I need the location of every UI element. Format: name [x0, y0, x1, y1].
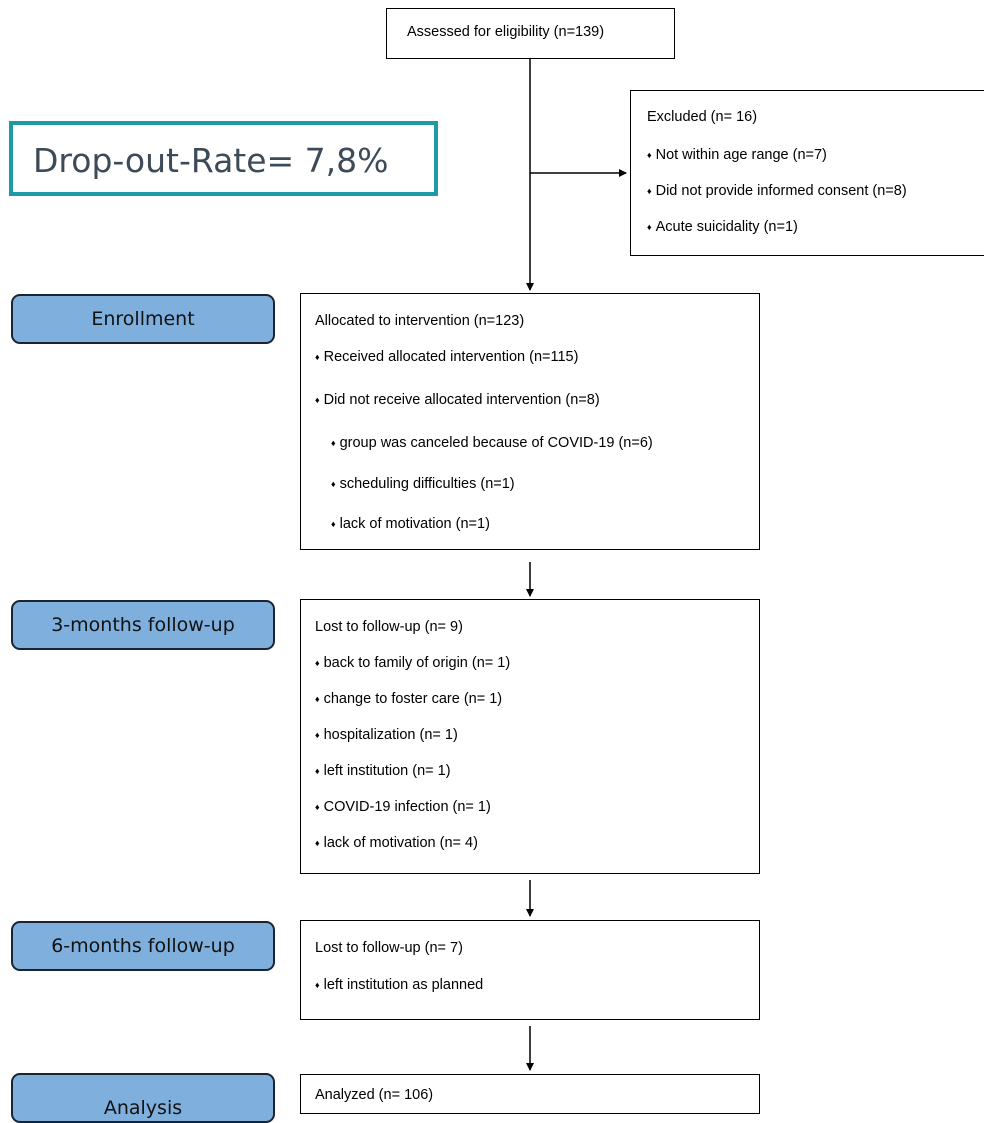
allocated-item: Did not receive allocated intervention (…: [315, 392, 600, 408]
lost6-box: Lost to follow-up (n= 7) left institutio…: [300, 920, 760, 1020]
excluded-title: Excluded (n= 16): [647, 109, 758, 125]
stage-followup6-label: 6-months follow-up: [51, 935, 235, 957]
lost3-item: left institution (n= 1): [315, 763, 451, 779]
analyzed-box: Analyzed (n= 106): [300, 1074, 760, 1114]
lost3-item: change to foster care (n= 1): [315, 691, 503, 707]
excluded-item: Acute suicidality (n=1): [647, 219, 798, 235]
flow-connectors: [526, 59, 627, 1071]
lost6-title: Lost to follow-up (n= 7): [315, 940, 463, 956]
stage-enrollment-label: Enrollment: [91, 308, 195, 330]
assessed-box: Assessed for eligibility (n=139): [386, 8, 675, 59]
lost3-box: Lost to follow-up (n= 9) back to family …: [300, 599, 760, 874]
lost6-item: left institution as planned: [315, 977, 484, 993]
excluded-item: Did not provide informed consent (n=8): [647, 183, 907, 199]
lost3-item: hospitalization (n= 1): [315, 727, 458, 743]
lost3-item: COVID-19 infection (n= 1): [315, 799, 491, 815]
stage-analysis-label: Analysis: [103, 1097, 183, 1119]
allocated-item: Received allocated intervention (n=115): [315, 349, 579, 365]
lost3-item: back to family of origin (n= 1): [315, 655, 511, 671]
lost3-title: Lost to follow-up (n= 9): [315, 619, 463, 635]
stage-followup3: 3-months follow-up: [11, 600, 275, 650]
drop-out-rate-box: Drop-out-Rate= 7,8%: [9, 121, 438, 196]
allocated-subitem: scheduling difficulties (n=1): [331, 476, 515, 492]
allocated-subitem: group was canceled because of COVID-19 (…: [331, 435, 653, 451]
lost3-item: lack of motivation (n= 4): [315, 835, 478, 851]
excluded-item: Not within age range (n=7): [647, 147, 827, 163]
excluded-box: Excluded (n= 16) Not within age range (n…: [630, 90, 984, 256]
allocated-title: Allocated to intervention (n=123): [315, 313, 525, 329]
analyzed-title: Analyzed (n= 106): [315, 1087, 434, 1103]
assessed-label: Assessed for eligibility (n=139): [407, 24, 605, 40]
stage-enrollment: Enrollment: [11, 294, 275, 344]
allocated-box: Allocated to intervention (n=123) Receiv…: [300, 293, 760, 550]
drop-out-rate-label: Drop-out-Rate= 7,8%: [33, 141, 389, 180]
stage-analysis: Analysis: [11, 1073, 275, 1123]
stage-followup6: 6-months follow-up: [11, 921, 275, 971]
allocated-subitem: lack of motivation (n=1): [331, 516, 490, 532]
stage-followup3-label: 3-months follow-up: [51, 614, 235, 636]
